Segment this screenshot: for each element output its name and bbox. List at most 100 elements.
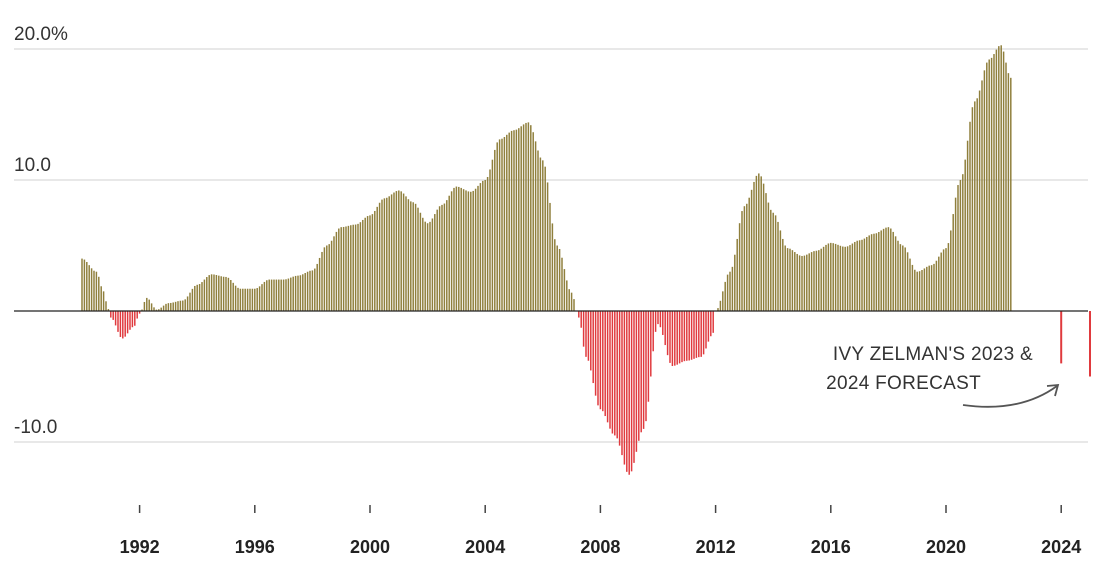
- data-bar: [242, 288, 244, 311]
- data-bar: [167, 303, 170, 311]
- y-tick-label: -10.0: [14, 417, 57, 438]
- y-axis-labels: 20.0% 10.0 -10.0: [14, 24, 68, 438]
- data-bar: [498, 139, 501, 311]
- data-bar: [635, 311, 638, 452]
- data-bar: [594, 311, 597, 396]
- data-bar: [815, 250, 818, 311]
- data-bar: [218, 275, 220, 311]
- data-bar: [165, 303, 167, 311]
- data-bar: [731, 266, 734, 311]
- data-bar: [573, 299, 575, 311]
- data-bar: [734, 254, 736, 311]
- data-bar: [278, 279, 280, 311]
- data-bar: [614, 311, 616, 436]
- data-bar: [244, 288, 246, 311]
- data-bar: [429, 221, 431, 311]
- data-bar: [441, 204, 443, 311]
- data-bar: [88, 265, 90, 311]
- data-bar: [179, 300, 182, 311]
- data-bar: [542, 160, 544, 311]
- data-bar: [712, 311, 714, 333]
- data-bar: [695, 311, 698, 358]
- data-bar: [400, 191, 402, 311]
- data-bar: [273, 279, 275, 311]
- data-bar: [508, 132, 510, 311]
- data-bar: [506, 134, 508, 311]
- data-bar: [270, 279, 273, 311]
- data-bar: [369, 215, 371, 311]
- data-bar: [162, 305, 165, 311]
- data-bar: [503, 137, 506, 311]
- data-bar: [426, 223, 429, 311]
- data-bar: [801, 255, 803, 311]
- data-bar: [827, 243, 830, 311]
- data-bar: [683, 311, 686, 362]
- data-bar: [765, 193, 767, 311]
- data-bar: [549, 202, 551, 311]
- data-bar: [618, 311, 621, 446]
- data-bar: [928, 265, 930, 311]
- data-bar: [906, 252, 909, 311]
- data-bar: [690, 311, 693, 360]
- data-bar: [854, 241, 856, 311]
- data-bar: [294, 275, 297, 311]
- data-bar: [326, 245, 328, 311]
- data-bar: [170, 302, 172, 311]
- data-bar: [438, 206, 441, 311]
- data-bar: [738, 223, 741, 311]
- data-bar: [628, 311, 630, 475]
- data-bar: [914, 269, 916, 311]
- data-bar: [587, 311, 590, 361]
- data-bar: [302, 274, 304, 311]
- data-bar: [86, 261, 88, 311]
- data-bar: [930, 265, 933, 311]
- data-bar: [455, 186, 458, 311]
- data-bar: [107, 309, 110, 311]
- data-bar: [1007, 73, 1010, 311]
- data-bar: [551, 223, 554, 311]
- data-bar: [266, 280, 268, 311]
- data-bar: [558, 248, 561, 311]
- data-bar: [873, 233, 875, 311]
- data-bar: [774, 215, 777, 311]
- data-bar: [580, 311, 582, 328]
- data-bar: [405, 196, 407, 311]
- data-bar: [119, 311, 122, 337]
- data-bar: [981, 80, 983, 311]
- data-bar: [556, 245, 558, 311]
- data-bar: [146, 297, 148, 311]
- data-bar: [419, 212, 422, 311]
- data-bar: [894, 236, 897, 311]
- data-bar: [935, 260, 938, 311]
- data-bar: [599, 311, 602, 410]
- data-bar: [786, 248, 789, 311]
- data-bar: [182, 300, 184, 311]
- data-bar: [563, 269, 566, 311]
- data-bar: [436, 209, 438, 311]
- data-bar: [230, 279, 232, 311]
- data-bar: [1002, 51, 1005, 311]
- data-bar: [858, 240, 861, 311]
- x-axis-ticks: 1992 1996 2000 2004 2008 2012 2016 2020 2024: [120, 505, 1081, 557]
- data-bar: [465, 190, 467, 311]
- data-bar: [798, 255, 801, 311]
- data-bar: [995, 49, 998, 311]
- data-bar: [393, 192, 395, 311]
- data-bar: [124, 311, 126, 337]
- data-bar: [585, 311, 587, 357]
- data-bar: [136, 311, 138, 319]
- data-bar: [177, 301, 179, 311]
- data-bar: [566, 280, 568, 311]
- data-bar: [366, 216, 369, 311]
- data-bar: [964, 159, 966, 311]
- data-bar: [458, 186, 460, 311]
- data-bar: [371, 214, 374, 311]
- data-bar: [666, 311, 669, 356]
- data-bar: [350, 225, 352, 311]
- data-bar: [700, 311, 702, 357]
- data-bar: [412, 202, 414, 311]
- data-bar: [501, 138, 503, 311]
- forecast-annotation: IVY ZELMAN'S 2023 & 2024 FORECAST: [826, 344, 1060, 408]
- data-bar: [292, 276, 294, 311]
